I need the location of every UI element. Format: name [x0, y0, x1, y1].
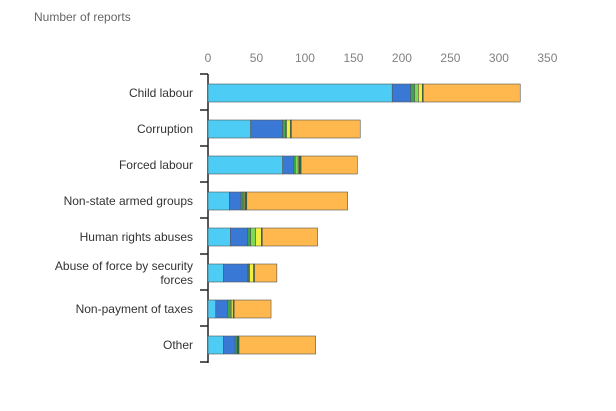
bar-segment — [249, 263, 254, 283]
category-label: Other — [163, 338, 193, 352]
x-tick-label: 300 — [489, 51, 509, 65]
category-label: Non-payment of taxes — [76, 302, 193, 316]
bar-segment — [250, 227, 256, 247]
category-label: Abuse of force by security forces — [55, 259, 193, 287]
x-tick-label: 50 — [250, 51, 264, 65]
bar-segment — [227, 299, 231, 319]
bar-segment — [230, 227, 249, 247]
category-label: Child labour — [129, 86, 193, 100]
bar-segment — [207, 191, 230, 211]
x-tick-label: 100 — [295, 51, 315, 65]
bar-segment — [207, 227, 231, 247]
category-label: Human rights abuses — [80, 230, 193, 244]
bar-segment — [207, 119, 251, 139]
bar-segment — [229, 191, 242, 211]
bar-segment — [294, 155, 299, 175]
bar-segment — [207, 335, 224, 355]
bar-segment — [282, 155, 294, 175]
bar-segment — [215, 299, 228, 319]
category-label: Non-state armed groups — [64, 194, 193, 208]
bar-segment — [254, 263, 278, 283]
x-tick-label: 0 — [205, 51, 212, 65]
bar-segment — [207, 299, 217, 319]
bar-segment — [247, 227, 251, 247]
category-label: Forced labour — [119, 158, 193, 172]
x-tick-label: 200 — [392, 51, 412, 65]
bar-segment — [286, 119, 291, 139]
bar-segment — [207, 263, 224, 283]
bar-segment — [414, 83, 419, 103]
bar-segment — [246, 191, 348, 211]
bar-segment — [300, 155, 358, 175]
bar-segment — [233, 299, 272, 319]
bar-segment — [410, 83, 415, 103]
y-axis-title: Number of reports — [34, 10, 131, 24]
category-label: Corruption — [137, 122, 193, 136]
x-tick-label: 250 — [440, 51, 460, 65]
x-tick-label: 350 — [537, 51, 557, 65]
bar-segment — [207, 155, 283, 175]
bar-segment — [262, 227, 318, 247]
bar-segment — [223, 335, 236, 355]
bar-segment — [282, 119, 286, 139]
bar-segment — [207, 83, 393, 103]
bar-segment — [418, 83, 423, 103]
bar-segment — [223, 263, 249, 283]
x-tick-label: 150 — [343, 51, 363, 65]
bar-segment — [250, 119, 283, 139]
bar-segment — [238, 335, 316, 355]
bar-segment — [255, 227, 262, 247]
bar-segment — [291, 119, 361, 139]
bar-segment — [422, 83, 521, 103]
bar-segment — [391, 83, 411, 103]
